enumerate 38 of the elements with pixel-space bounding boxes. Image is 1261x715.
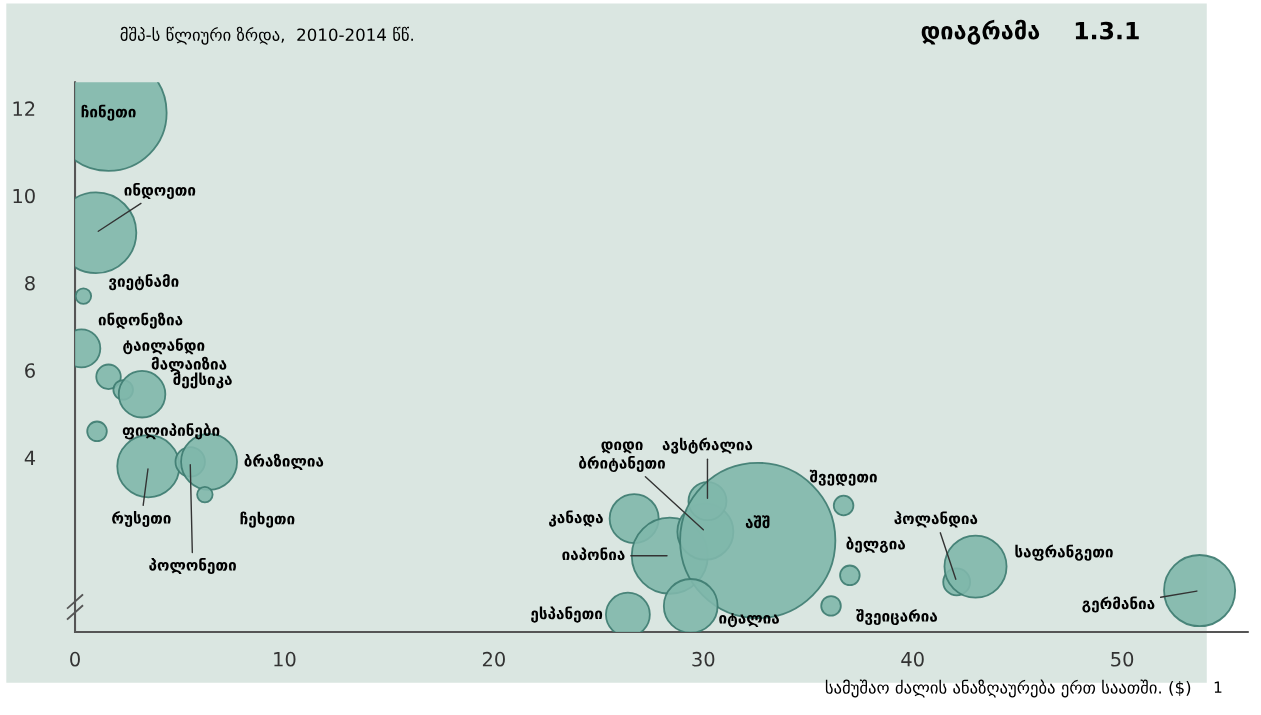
chart-title: დიაგრამა 1.3.1 (921, 19, 1139, 45)
y-tick-label: 10 (13, 188, 35, 204)
annotation: რუსეთი (112, 510, 171, 528)
annotation: საფრანგეთი (1015, 544, 1113, 561)
x-tick-label: 40 (901, 651, 924, 667)
x-tick-label: 50 (1111, 651, 1134, 667)
annotation: შვედეთი (809, 469, 877, 486)
annotation: მალაიზია (151, 356, 227, 373)
annotation: ინდოეთი (124, 183, 196, 200)
annotation: ვიეტნამი (109, 274, 179, 291)
y-tick-label: 12 (13, 101, 35, 116)
annotation: გერმანია (1082, 596, 1155, 613)
y-tick-label: 6 (25, 363, 35, 378)
annotation: აშშ (745, 515, 770, 529)
annotation: ფილიპინები (122, 423, 220, 440)
annotation: ჰოლანდია (894, 511, 978, 528)
annotation: ჩინეთი (81, 104, 136, 121)
annotation: ჩეხეთი (240, 511, 295, 528)
x-tick-label: 30 (692, 651, 715, 667)
annotation: იაპონია (562, 547, 625, 561)
x-tick-label: 0 (70, 651, 80, 667)
y-tick-label: 4 (24, 450, 36, 465)
annotation: იტალია (719, 613, 779, 628)
annotation: ბრაზილია (244, 453, 324, 470)
annotation: მექსიკა (173, 372, 232, 389)
annotation: კანადა (549, 510, 603, 527)
annotation: შვეიცარია (856, 608, 938, 626)
annotation: ბელგია (846, 536, 906, 553)
x-tick-label: 10 (274, 651, 296, 667)
x-tick-label: 20 (482, 651, 505, 667)
annotation: ესპანეთი (531, 606, 603, 623)
annotation: ინდონეზია (98, 312, 183, 329)
y-axis-title: მშპ-ს წლიური ზრდა, 2010-2014 წწ. (120, 26, 413, 45)
y-tick-label: 8 (25, 275, 35, 291)
x-axis-title: სამუშაო ძალის ანაზღაურება ერთ საათში. ($) (825, 679, 1191, 698)
annotation: პოლონეთი (149, 558, 236, 575)
text: 1 (1214, 681, 1222, 693)
annotation: ტაილანდი (123, 338, 205, 355)
